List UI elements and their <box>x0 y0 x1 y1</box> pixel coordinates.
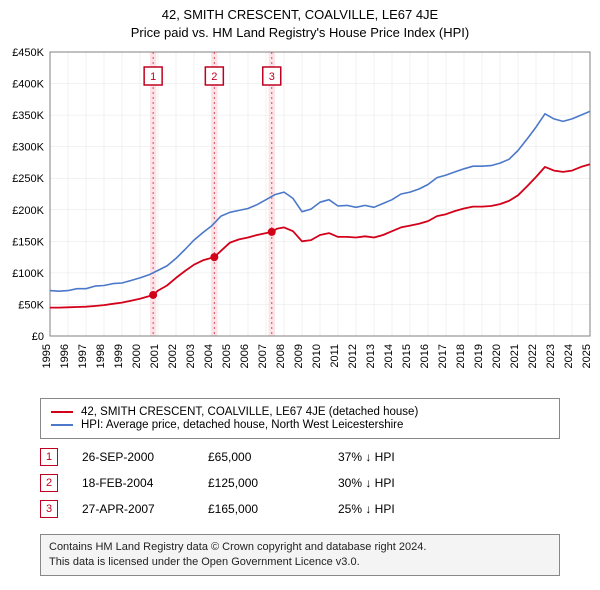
svg-text:£0: £0 <box>32 331 44 343</box>
svg-text:2005: 2005 <box>221 344 233 368</box>
svg-text:£400K: £400K <box>12 79 44 91</box>
sale-delta: 37% ↓ HPI <box>338 450 478 464</box>
legend-label-hpi: HPI: Average price, detached house, Nort… <box>81 419 403 431</box>
svg-text:2017: 2017 <box>437 344 449 368</box>
svg-text:2006: 2006 <box>239 344 251 368</box>
svg-text:2: 2 <box>211 71 217 83</box>
svg-text:2016: 2016 <box>419 344 431 368</box>
svg-text:2012: 2012 <box>347 344 359 368</box>
price-vs-hpi-chart: £0 £50K £100K £150K £200K £250K £300K £350K £400… <box>0 46 600 390</box>
sale-price: £125,000 <box>208 476 328 490</box>
svg-text:1996: 1996 <box>59 344 71 368</box>
legend-label-property: 42, SMITH CRESCENT, COALVILLE, LE67 4JE … <box>81 406 418 418</box>
svg-text:2020: 2020 <box>491 344 503 368</box>
svg-text:2008: 2008 <box>275 344 287 368</box>
svg-text:3: 3 <box>269 71 275 83</box>
svg-text:£300K: £300K <box>12 142 44 154</box>
svg-text:1995: 1995 <box>41 344 53 368</box>
sale-price: £65,000 <box>208 450 328 464</box>
legend-swatch-property <box>51 411 73 413</box>
legend-row-hpi: HPI: Average price, detached house, Nort… <box>51 419 549 431</box>
svg-text:2009: 2009 <box>293 344 305 368</box>
svg-text:2021: 2021 <box>509 344 521 368</box>
title-subtitle: Price paid vs. HM Land Registry's House … <box>10 24 590 42</box>
svg-text:£250K: £250K <box>12 173 44 185</box>
footer-line2: This data is licensed under the Open Gov… <box>49 555 551 570</box>
sale-price: £165,000 <box>208 502 328 516</box>
legend-swatch-hpi <box>51 424 73 426</box>
attribution-footer: Contains HM Land Registry data © Crown c… <box>40 534 560 576</box>
svg-text:2023: 2023 <box>545 344 557 368</box>
sale-marker-3: 3 <box>40 500 58 518</box>
svg-text:2014: 2014 <box>383 344 395 368</box>
svg-text:1998: 1998 <box>95 344 107 368</box>
legend-row-property: 42, SMITH CRESCENT, COALVILLE, LE67 4JE … <box>51 406 549 418</box>
svg-text:2004: 2004 <box>203 344 215 368</box>
svg-text:1997: 1997 <box>77 344 89 368</box>
svg-text:2018: 2018 <box>455 344 467 368</box>
sales-table: 1 26-SEP-2000 £65,000 37% ↓ HPI 2 18-FEB… <box>40 444 560 522</box>
footer-line1: Contains HM Land Registry data © Crown c… <box>49 540 551 555</box>
svg-text:£350K: £350K <box>12 110 44 122</box>
title-address: 42, SMITH CRESCENT, COALVILLE, LE67 4JE <box>10 6 590 24</box>
sale-date: 27-APR-2007 <box>68 502 198 516</box>
svg-text:£450K: £450K <box>12 47 44 59</box>
svg-text:2015: 2015 <box>401 344 413 368</box>
svg-text:2024: 2024 <box>563 344 575 368</box>
sale-marker-2: 2 <box>40 474 58 492</box>
svg-text:£200K: £200K <box>12 205 44 217</box>
svg-text:2002: 2002 <box>167 344 179 368</box>
svg-text:1999: 1999 <box>113 344 125 368</box>
svg-text:£150K: £150K <box>12 236 44 248</box>
chart-legend: 42, SMITH CRESCENT, COALVILLE, LE67 4JE … <box>40 398 560 439</box>
svg-text:2000: 2000 <box>131 344 143 368</box>
sale-delta: 30% ↓ HPI <box>338 476 478 490</box>
svg-text:£100K: £100K <box>12 268 44 280</box>
svg-text:2011: 2011 <box>329 344 341 368</box>
chart-title-block: 42, SMITH CRESCENT, COALVILLE, LE67 4JE … <box>0 0 600 44</box>
svg-text:2013: 2013 <box>365 344 377 368</box>
svg-text:2010: 2010 <box>311 344 323 368</box>
sale-row: 2 18-FEB-2004 £125,000 30% ↓ HPI <box>40 470 560 496</box>
svg-text:2001: 2001 <box>149 344 161 368</box>
sale-date: 18-FEB-2004 <box>68 476 198 490</box>
svg-text:2007: 2007 <box>257 344 269 368</box>
svg-text:2025: 2025 <box>581 344 593 368</box>
sale-row: 3 27-APR-2007 £165,000 25% ↓ HPI <box>40 496 560 522</box>
sale-date: 26-SEP-2000 <box>68 450 198 464</box>
sale-marker-1: 1 <box>40 448 58 466</box>
svg-text:1: 1 <box>150 71 156 83</box>
svg-text:2019: 2019 <box>473 344 485 368</box>
svg-text:£50K: £50K <box>18 299 44 311</box>
sale-delta: 25% ↓ HPI <box>338 502 478 516</box>
sale-row: 1 26-SEP-2000 £65,000 37% ↓ HPI <box>40 444 560 470</box>
svg-text:2022: 2022 <box>527 344 539 368</box>
svg-text:2003: 2003 <box>185 344 197 368</box>
